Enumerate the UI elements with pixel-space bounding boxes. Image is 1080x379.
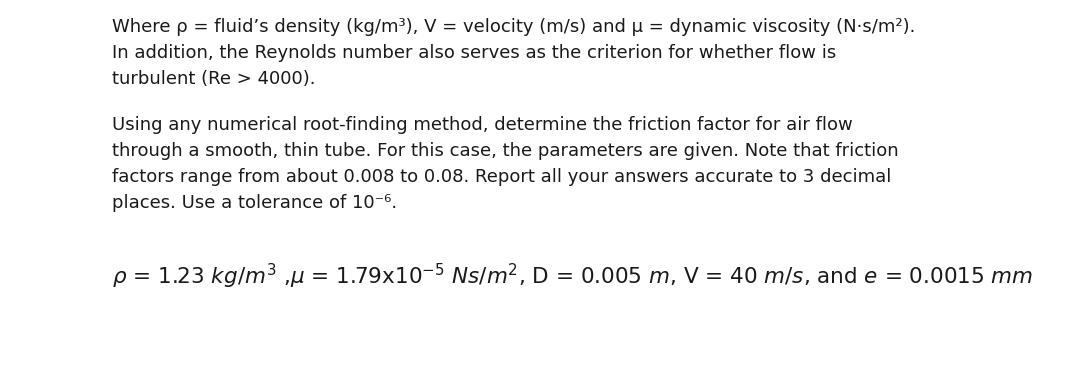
Text: places. Use a tolerance of 10⁻⁶.: places. Use a tolerance of 10⁻⁶. xyxy=(112,194,397,212)
Text: $\it{\rho}$ = 1.23 $\it{kg/m^3}$ ,$\it{\mu}$ = 1.79x10$^{-5}$ $\it{Ns/m^2}$, D =: $\it{\rho}$ = 1.23 $\it{kg/m^3}$ ,$\it{\… xyxy=(112,262,1034,291)
Text: through a smooth, thin tube. For this case, the parameters are given. Note that : through a smooth, thin tube. For this ca… xyxy=(112,142,899,160)
Text: factors range from about 0.008 to 0.08. Report all your answers accurate to 3 de: factors range from about 0.008 to 0.08. … xyxy=(112,168,891,186)
Text: In addition, the Reynolds number also serves as the criterion for whether flow i: In addition, the Reynolds number also se… xyxy=(112,44,836,62)
Text: turbulent (Re > 4000).: turbulent (Re > 4000). xyxy=(112,70,315,88)
Text: Where ρ = fluid’s density (kg/m³), V = velocity (m/s) and μ = dynamic viscosity : Where ρ = fluid’s density (kg/m³), V = v… xyxy=(112,18,916,36)
Text: Using any numerical root-finding method, determine the friction factor for air f: Using any numerical root-finding method,… xyxy=(112,116,853,134)
